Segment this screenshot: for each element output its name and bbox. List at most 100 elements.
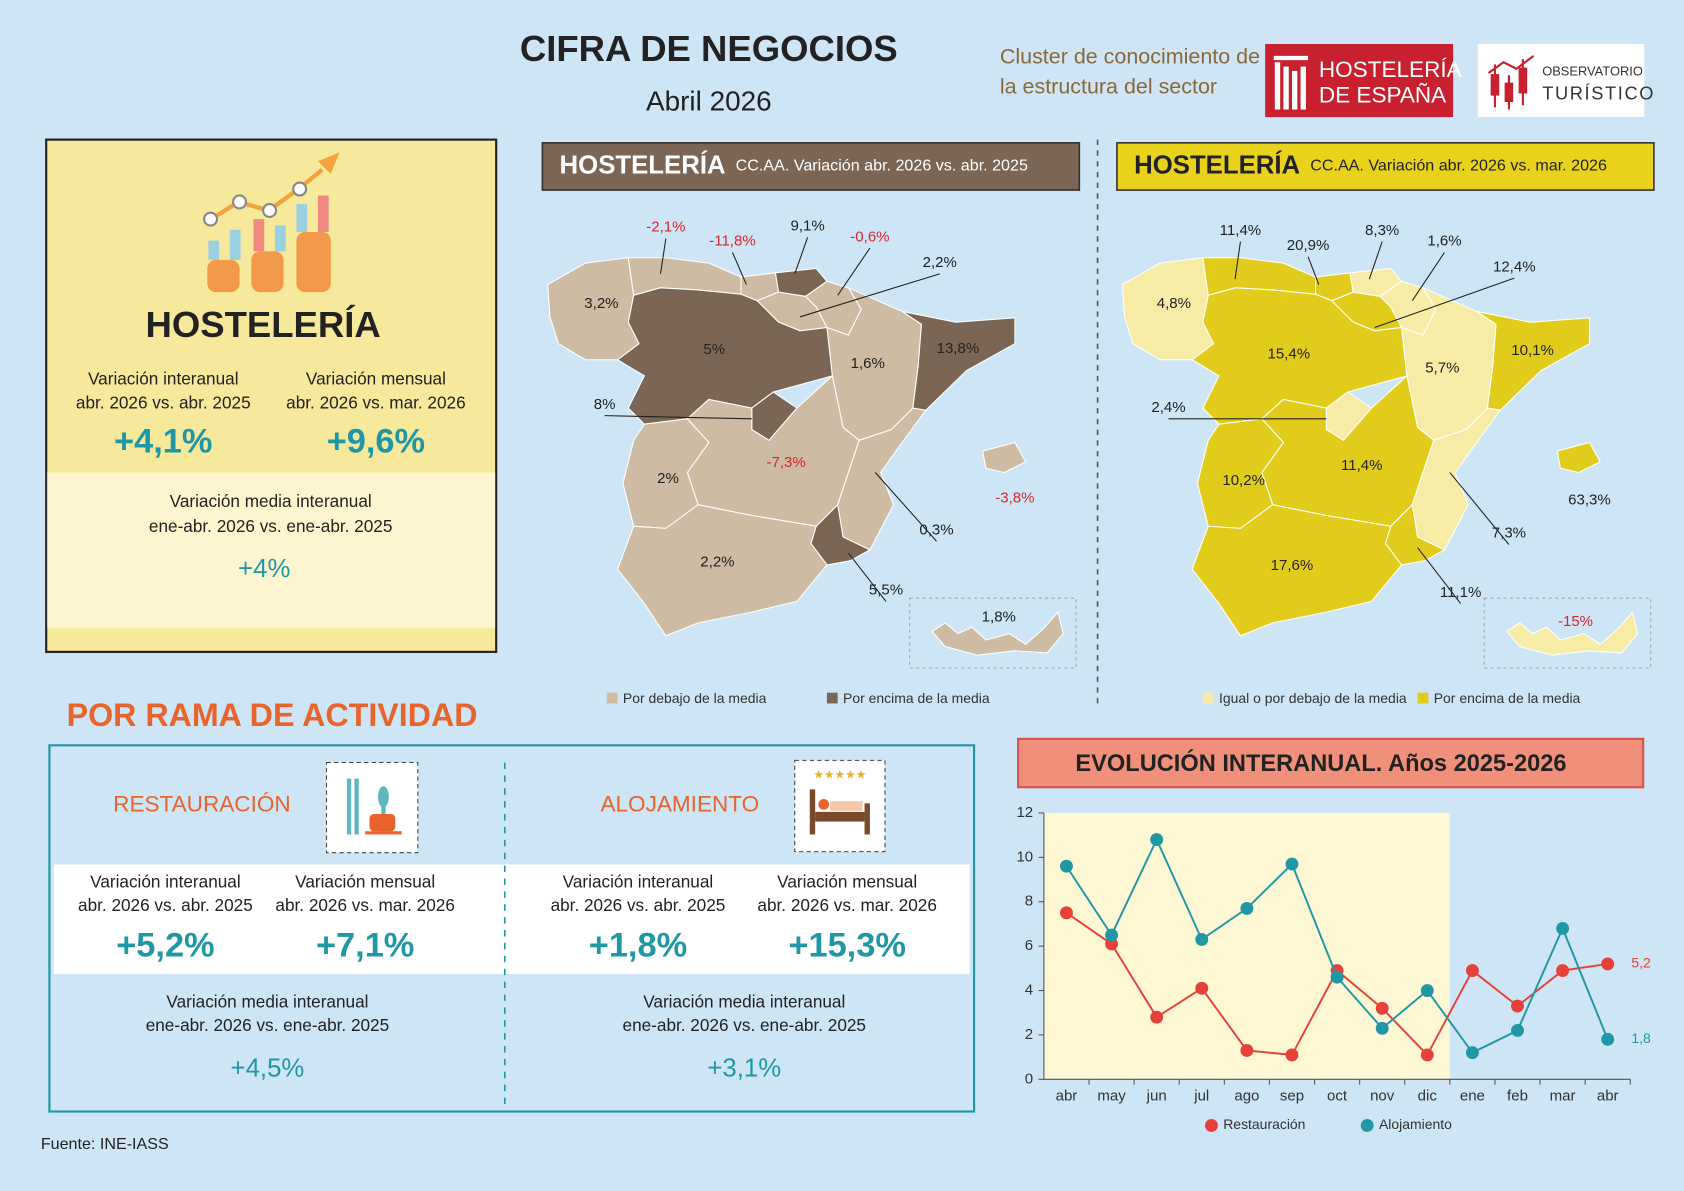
leader-line xyxy=(874,472,937,542)
region-label: -11,8% xyxy=(709,233,755,250)
leader-line xyxy=(799,273,940,318)
logo-observatorio-text: OBSERVATORIO xyxy=(1542,63,1643,78)
series-point xyxy=(1465,1046,1479,1060)
series-point xyxy=(1150,1010,1164,1024)
legend-label: Por debajo de la media xyxy=(623,690,767,706)
series-point xyxy=(1330,970,1344,984)
rama-label: abr. 2026 vs. abr. 2025 xyxy=(551,895,726,915)
summary-title: HOSTELERÍA xyxy=(146,304,381,345)
y-tick-label: 12 xyxy=(1016,804,1033,821)
alojamiento-icon: ★★★★★ xyxy=(809,768,870,835)
rama-value: +7,1% xyxy=(316,926,414,964)
rama-media-value: +4,5% xyxy=(231,1054,305,1082)
region-label: 2,2% xyxy=(923,254,957,271)
chart-2025-shade xyxy=(1043,812,1450,1080)
leader-line xyxy=(1411,252,1445,302)
coins-icon xyxy=(203,152,340,293)
value-label: 5,2 xyxy=(1631,955,1651,971)
leader-line xyxy=(731,252,747,285)
series-point xyxy=(1375,1001,1389,1015)
x-tick-label: abr xyxy=(1056,1087,1078,1104)
legend-swatch xyxy=(606,692,618,704)
series-point xyxy=(1195,981,1209,995)
rama-media-label: ene-abr. 2026 vs. ene-abr. 2025 xyxy=(623,1015,866,1035)
summary-media-label: Variación media interanual xyxy=(170,491,372,511)
chart-title: EVOLUCIÓN INTERANUAL. Años 2025-2026 xyxy=(1075,749,1566,777)
value-label: 1,8 xyxy=(1631,1030,1651,1046)
region xyxy=(1411,407,1502,551)
series-point xyxy=(1285,857,1299,871)
map-header-title: HOSTELERÍA xyxy=(1134,150,1300,179)
y-tick-label: 2 xyxy=(1025,1026,1033,1043)
canarias-box xyxy=(1483,597,1652,669)
x-tick-label: ago xyxy=(1234,1087,1259,1104)
ramas-panel xyxy=(48,744,976,1113)
x-tick-label: may xyxy=(1097,1087,1126,1104)
region-label: 1,8% xyxy=(982,608,1016,625)
summary-value: +4,1% xyxy=(114,423,212,461)
region-label: 17,6% xyxy=(1271,557,1314,574)
page-subtitle: Abril 2026 xyxy=(646,85,772,116)
region-label: 1,6% xyxy=(851,355,885,372)
rama-label: Variación interanual xyxy=(563,871,714,891)
region-label: -7,3% xyxy=(767,454,806,471)
rama-label: abr. 2026 vs. mar. 2026 xyxy=(275,895,454,915)
region-label: 3,2% xyxy=(584,295,618,312)
map-header-subtitle: CC.AA. Variación abr. 2026 vs. abr. 2025 xyxy=(736,157,1028,175)
leader-line xyxy=(1307,256,1320,285)
logo-observatorio-box xyxy=(1477,44,1645,118)
region-label: 4,8% xyxy=(1157,295,1191,312)
region xyxy=(931,611,1064,656)
rama-title: ALOJAMIENTO xyxy=(600,791,759,816)
logo-hosteleria-icon xyxy=(1273,55,1309,110)
region-label: 11,4% xyxy=(1220,222,1261,239)
region-label: 5% xyxy=(703,341,725,358)
leader-line xyxy=(837,247,871,296)
map-header-subtitle: CC.AA. Variación abr. 2026 vs. mar. 2026 xyxy=(1310,157,1607,175)
logo-observatorio-text: TURÍSTICO xyxy=(1542,82,1655,103)
y-tick-label: 8 xyxy=(1025,893,1033,910)
region-label: 11,4% xyxy=(1341,457,1382,474)
series-point xyxy=(1105,937,1119,951)
region-label: 8,3% xyxy=(1365,222,1399,239)
legend-label: Restauración xyxy=(1223,1116,1305,1132)
chart-title-box xyxy=(1017,737,1645,789)
x-tick-label: jul xyxy=(1193,1087,1209,1104)
series-point xyxy=(1285,1048,1299,1062)
region-label: 2,4% xyxy=(1151,399,1185,416)
logo-observatorio-icon xyxy=(1487,54,1535,110)
region-label: 10,1% xyxy=(1511,342,1554,359)
region xyxy=(1505,611,1639,656)
summary-label: Variación mensual xyxy=(306,369,446,389)
legend-marker xyxy=(1360,1119,1374,1132)
region xyxy=(1556,441,1601,474)
legend-label: Alojamiento xyxy=(1379,1116,1452,1132)
cluster-text: la estructura del sector xyxy=(1000,75,1217,99)
series-point xyxy=(1105,928,1119,942)
series-point xyxy=(1601,1032,1615,1046)
y-tick-label: 6 xyxy=(1025,937,1033,954)
y-tick-label: 4 xyxy=(1025,981,1033,998)
series-point xyxy=(1465,964,1479,977)
region-label: 5,5% xyxy=(869,582,903,599)
x-tick-label: nov xyxy=(1370,1087,1395,1104)
series-point xyxy=(1375,1021,1389,1035)
region-label: 2,2% xyxy=(700,554,734,571)
map-header-title: HOSTELERÍA xyxy=(560,150,726,179)
rama-value: +15,3% xyxy=(788,926,906,964)
series-point xyxy=(1556,964,1570,977)
summary-value: +9,6% xyxy=(327,423,425,461)
svg-text:★★★★★: ★★★★★ xyxy=(813,768,866,782)
rama-label: abr. 2026 vs. abr. 2025 xyxy=(78,895,253,915)
leader-line xyxy=(848,552,887,602)
region-label: 1,6% xyxy=(1427,233,1461,250)
rama-media-label: Variación media interanual xyxy=(643,992,845,1012)
region xyxy=(1476,310,1590,411)
summary-label: Variación interanual xyxy=(88,369,239,389)
region xyxy=(1191,504,1403,637)
series-point xyxy=(1060,906,1073,920)
leader-line xyxy=(1417,547,1462,604)
x-tick-label: feb xyxy=(1507,1087,1528,1104)
